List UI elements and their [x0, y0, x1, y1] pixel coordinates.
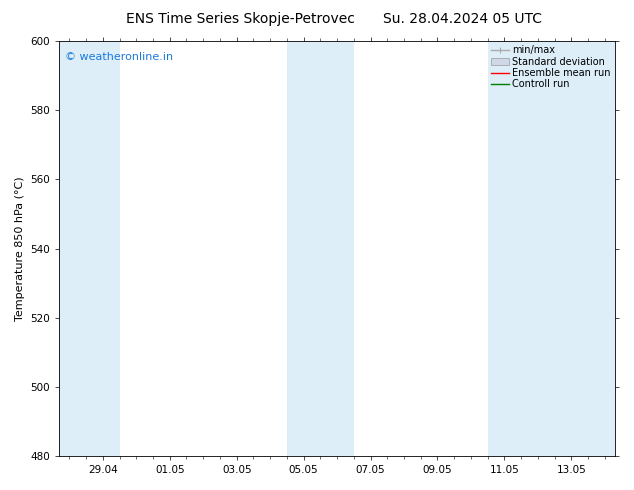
Legend: min/max, Standard deviation, Ensemble mean run, Controll run: min/max, Standard deviation, Ensemble me… [489, 43, 613, 92]
Bar [488, 41, 615, 456]
Bar [60, 41, 120, 456]
Text: © weatheronline.in: © weatheronline.in [65, 51, 173, 62]
Text: ENS Time Series Skopje-Petrovec: ENS Time Series Skopje-Petrovec [126, 12, 356, 26]
Y-axis label: Temperature 850 hPa (°C): Temperature 850 hPa (°C) [15, 176, 25, 321]
Bar [287, 41, 354, 456]
Text: Su. 28.04.2024 05 UTC: Su. 28.04.2024 05 UTC [384, 12, 542, 26]
